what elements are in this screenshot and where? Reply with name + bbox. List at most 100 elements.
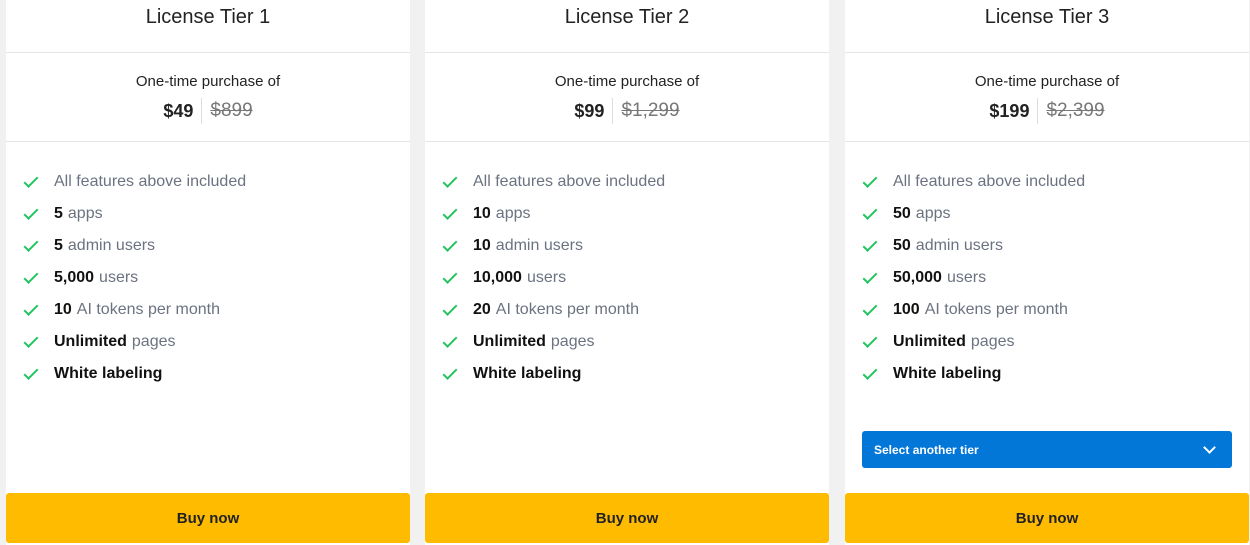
- feature-item: 5,000 users: [22, 262, 410, 294]
- feature-item: 5 admin users: [22, 230, 410, 262]
- feature-value: 5: [54, 237, 63, 254]
- feature-item: 100 AI tokens per month: [861, 294, 1249, 326]
- feature-value: 5,000: [54, 269, 95, 286]
- price-section: One-time purchase of $99 $1,299: [425, 53, 829, 142]
- feature-value: 50,000: [893, 269, 942, 286]
- check-icon: [442, 172, 458, 188]
- purchase-label: One-time purchase of: [974, 73, 1120, 90]
- feature-label: users: [526, 269, 567, 286]
- feature-value: 50: [893, 205, 911, 222]
- feature-item: All features above included: [441, 166, 829, 198]
- feature-item: Unlimited pages: [441, 326, 829, 358]
- price: $99: [574, 98, 614, 124]
- feature-item: White labeling: [441, 358, 829, 390]
- feature-item: White labeling: [22, 358, 410, 390]
- feature-item: Unlimited pages: [22, 326, 410, 358]
- feature-item: Unlimited pages: [861, 326, 1249, 358]
- check-icon: [442, 364, 458, 380]
- buy-now-button[interactable]: Buy now: [6, 493, 410, 543]
- check-icon: [23, 300, 39, 316]
- buy-now-button[interactable]: Buy now: [425, 493, 829, 543]
- feature-item: 20 AI tokens per month: [441, 294, 829, 326]
- feature-item: 10,000 users: [441, 262, 829, 294]
- tier-card: License Tier 3 One-time purchase of $199…: [845, 0, 1249, 545]
- purchase-label: One-time purchase of: [135, 73, 281, 90]
- feature-label: admin users: [67, 237, 156, 254]
- buy-now-button[interactable]: Buy now: [845, 493, 1249, 543]
- check-icon: [862, 300, 878, 316]
- original-price: $1,299: [621, 100, 680, 121]
- check-icon: [23, 204, 39, 220]
- tier-title: License Tier 1: [6, 0, 410, 53]
- tier-card: License Tier 2 One-time purchase of $99 $…: [425, 0, 829, 545]
- feature-label: All features above included: [893, 173, 1086, 190]
- feature-value: Unlimited: [54, 333, 127, 350]
- check-icon: [23, 268, 39, 284]
- feature-label: pages: [970, 333, 1015, 350]
- price: $49: [163, 98, 203, 124]
- feature-item: White labeling: [861, 358, 1249, 390]
- check-icon: [23, 332, 39, 348]
- check-icon: [862, 364, 878, 380]
- feature-value: 10: [54, 301, 72, 318]
- feature-value: 50: [893, 237, 911, 254]
- feature-label: admin users: [915, 237, 1003, 254]
- feature-value: Unlimited: [473, 333, 546, 350]
- feature-value: White labeling: [473, 365, 582, 382]
- purchase-label: One-time purchase of: [554, 73, 700, 90]
- check-icon: [862, 268, 878, 284]
- feature-label: AI tokens per month: [495, 301, 639, 318]
- check-icon: [862, 172, 878, 188]
- feature-value: 10: [473, 237, 491, 254]
- feature-label: users: [946, 269, 987, 286]
- check-icon: [862, 332, 878, 348]
- check-icon: [23, 172, 39, 188]
- feature-item: 10 admin users: [441, 230, 829, 262]
- feature-value: 10: [473, 205, 491, 222]
- feature-value: 10,000: [473, 269, 522, 286]
- feature-item: 10 AI tokens per month: [22, 294, 410, 326]
- check-icon: [442, 268, 458, 284]
- feature-label: pages: [131, 333, 176, 350]
- check-icon: [442, 332, 458, 348]
- original-price: $899: [210, 100, 253, 121]
- select-label: Select another tier: [874, 442, 979, 457]
- feature-item: All features above included: [861, 166, 1249, 198]
- check-icon: [23, 364, 39, 380]
- feature-label: apps: [495, 205, 531, 222]
- feature-list: All features above included 50 apps 50 admin…: [845, 142, 1249, 390]
- feature-label: AI tokens per month: [924, 301, 1068, 318]
- check-icon: [862, 204, 878, 220]
- check-icon: [862, 236, 878, 252]
- feature-value: White labeling: [54, 365, 163, 382]
- check-icon: [442, 204, 458, 220]
- feature-value: 100: [893, 301, 920, 318]
- price-section: One-time purchase of $199 $2,399: [845, 53, 1249, 142]
- feature-item: 50,000 users: [861, 262, 1249, 294]
- feature-label: users: [99, 269, 139, 286]
- feature-label: AI tokens per month: [76, 301, 220, 318]
- select-tier-dropdown[interactable]: Select another tier: [862, 431, 1232, 468]
- feature-value: White labeling: [893, 365, 1002, 382]
- feature-value: 20: [473, 301, 491, 318]
- check-icon: [23, 236, 39, 252]
- feature-item: 10 apps: [441, 198, 829, 230]
- feature-item: 50 admin users: [861, 230, 1249, 262]
- feature-label: All features above included: [473, 173, 666, 190]
- feature-item: 5 apps: [22, 198, 410, 230]
- feature-label: All features above included: [54, 173, 247, 190]
- feature-label: pages: [550, 333, 595, 350]
- feature-value: 5: [54, 205, 63, 222]
- feature-value: Unlimited: [893, 333, 966, 350]
- feature-label: apps: [915, 205, 951, 222]
- tier-title: License Tier 3: [845, 0, 1249, 53]
- feature-list: All features above included 10 apps 10 admin…: [425, 142, 829, 390]
- feature-item: All features above included: [22, 166, 410, 198]
- feature-item: 50 apps: [861, 198, 1249, 230]
- original-price: $2,399: [1046, 100, 1105, 121]
- price-section: One-time purchase of $49 $899: [6, 53, 410, 142]
- feature-list: All features above included 5 apps 5 admin u…: [6, 142, 410, 390]
- price: $199: [989, 98, 1039, 124]
- chevron-down-icon: [1203, 440, 1216, 454]
- feature-label: admin users: [495, 237, 583, 254]
